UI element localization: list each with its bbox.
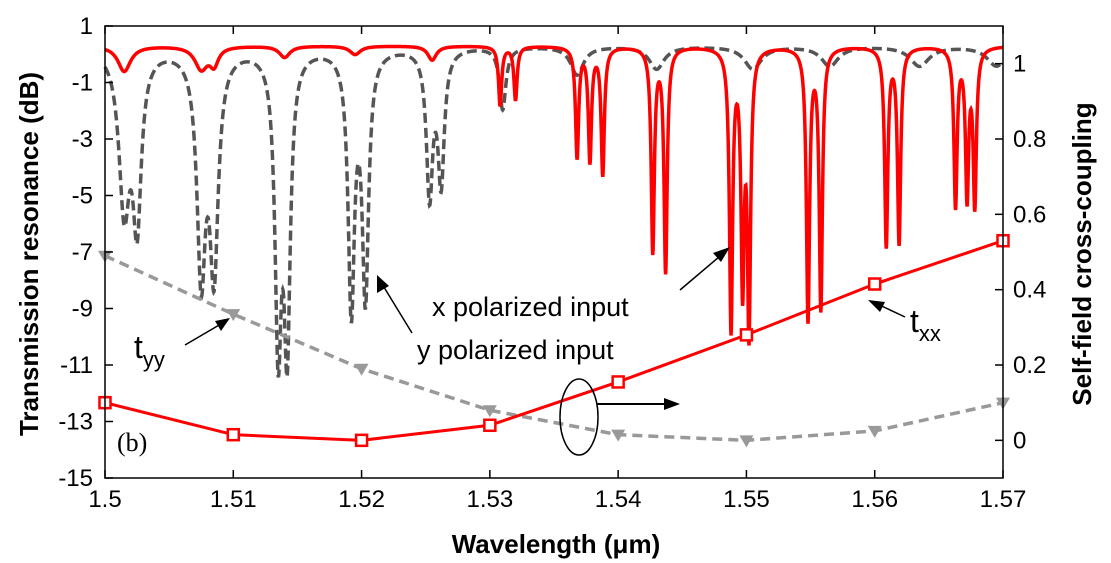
- y-right-tick-label: 0.2: [1013, 352, 1046, 379]
- t-yy-point: [482, 405, 497, 418]
- x-tick-label: 1.52: [338, 486, 385, 513]
- t-yy-point: [226, 309, 241, 322]
- t-yy-label: tyy: [134, 329, 165, 372]
- y-polarized-input-label: y polarized input: [417, 335, 614, 365]
- x-axis-label: Wavelength (μm): [452, 529, 661, 559]
- y-left-tick-label: 1: [80, 13, 93, 40]
- x-polarized-transmission-line: [104, 44, 1004, 346]
- x-polarized-input-label: x polarized input: [432, 292, 629, 322]
- t-xx-point: [867, 277, 882, 291]
- t-xx-line: [104, 239, 1004, 442]
- x-tick-label: 1.57: [980, 486, 1027, 513]
- x-polarized-transmission-group: [104, 44, 1004, 346]
- y-right-tick-label: 0.4: [1013, 277, 1046, 304]
- t-yy-point: [611, 429, 626, 442]
- t-yy-point: [739, 435, 754, 448]
- x-tick-label: 1.5: [88, 486, 121, 513]
- x-input-arrow-head: [713, 247, 730, 262]
- y-input-arrow-head: [377, 275, 389, 293]
- x-tick-label: 1.51: [210, 486, 257, 513]
- y-left-tick-label: -9: [72, 296, 93, 323]
- y-left-tick-label: -11: [60, 352, 93, 379]
- annotation-t-yy: tyy: [134, 318, 230, 372]
- y-right-tick-label: 0.6: [1013, 201, 1046, 228]
- x-tick-label: 1.56: [851, 486, 898, 513]
- t-xx-point: [483, 418, 497, 433]
- y-axis-right-label: Self-field cross-coupling: [1067, 102, 1097, 405]
- t-xx-point: [226, 427, 241, 442]
- plot-frame: [104, 25, 1004, 479]
- t-xx-label: txx: [910, 303, 941, 346]
- annotation-y-input: y polarized input: [377, 275, 614, 365]
- y-left-tick-label: -7: [72, 239, 93, 266]
- y-left-tick-label: -3: [72, 126, 93, 153]
- y-left-tick-label: -1: [72, 70, 93, 97]
- t-xx-point: [611, 375, 625, 389]
- x-tick-label: 1.54: [595, 486, 642, 513]
- y-right-tick-label: 0.8: [1013, 126, 1046, 153]
- t-xx-arrow-head: [868, 300, 885, 312]
- y-axis-left-label: Transmission resonance (dB): [14, 72, 44, 436]
- y-left-tick-label: -13: [58, 409, 93, 436]
- y-left-tick-label: -15: [58, 465, 93, 492]
- annotation-x-input: x polarized input: [432, 247, 730, 322]
- x-tick-label: 1.53: [466, 486, 513, 513]
- axis-indicator-arrow-head: [664, 398, 680, 410]
- annotation-t-xx: txx: [868, 300, 941, 346]
- y-left-tick-label: -5: [72, 183, 93, 210]
- t-yy-line: [104, 254, 1004, 443]
- t-xx-point: [354, 433, 369, 448]
- right-axis-indicator: [559, 378, 680, 456]
- t-yy-point: [867, 425, 882, 438]
- panel-label: (b): [117, 428, 147, 457]
- t-xx-point: [739, 328, 754, 342]
- axis-indicator-ellipse: [559, 378, 599, 456]
- x-tick-label: 1.55: [723, 486, 770, 513]
- t-yy-arrow-head: [215, 318, 230, 331]
- y-right-tick-label: 1: [1013, 51, 1026, 78]
- t-yy-point: [354, 363, 369, 376]
- ticks-layer: 1.5 1.51 1.52 1.53 1.54 1.55 1.56 1.57 1 -1 -3 -5 -7…: [58, 13, 1046, 513]
- y-polarized-transmission-group: [103, 46, 1005, 378]
- y-right-tick-label: 0: [1013, 427, 1026, 454]
- coupling-layer: [98, 233, 1010, 448]
- y-polarized-transmission-line: [103, 46, 1005, 378]
